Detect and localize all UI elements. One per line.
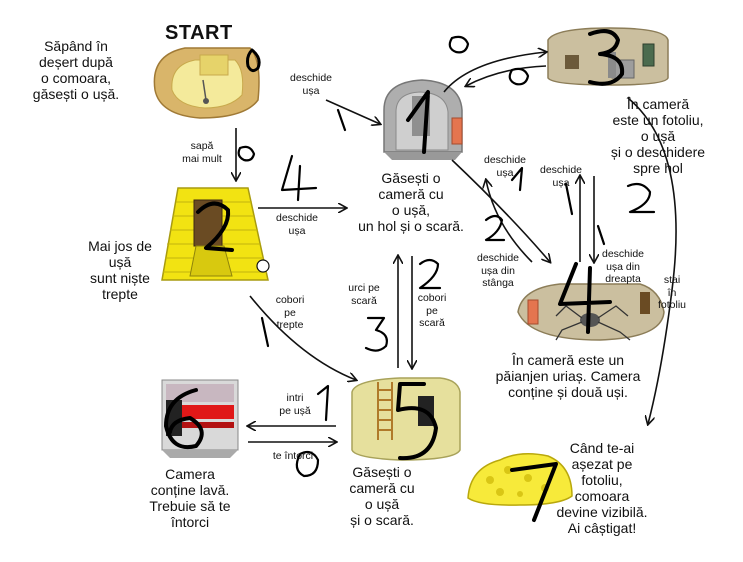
edge-num-2a (484, 214, 506, 242)
edge-label-open-door-r2: deschide ușa (539, 164, 583, 189)
edge-num-1a (336, 108, 347, 132)
edge-num-0d (295, 450, 320, 478)
room7-text: Când te-ai așezat pe fotoliu, comoara de… (556, 440, 648, 536)
edge-label-go-down-steps: cobori pe trepte (275, 294, 305, 331)
edge-num-0a (448, 35, 470, 54)
handwritten-numbers (164, 29, 625, 522)
hand-num-room3 (588, 29, 625, 86)
edge-label-go-up-stairs: urci pe scară (348, 282, 380, 307)
edge-num-1e (260, 316, 270, 348)
arrow-room2-to-room5 (249, 295, 356, 380)
edge-label-sit-chair: stai în fotoliu (657, 274, 687, 311)
hand-num-room1 (406, 90, 430, 154)
arrow-room3-to-room1 (466, 65, 547, 86)
hand-num-room2 (196, 201, 234, 252)
hand-num-room7 (510, 462, 558, 522)
room1-text: Găsești o cameră cu o ușă, un hol și o s… (358, 170, 464, 234)
edge-num-1b (510, 166, 524, 192)
edge-num-0b (508, 67, 530, 86)
hand-num-start (246, 48, 261, 73)
hand-num-room4 (558, 262, 612, 334)
edge-label-open-left-door: deschide ușa din stânga (476, 252, 520, 289)
edge-num-4 (280, 154, 318, 202)
edge-num-1d (596, 224, 606, 246)
room6-text: Camera conține lavă. Trebuie să te întor… (149, 466, 231, 530)
arrow-room3-to-room7 (627, 97, 677, 424)
room4-text: În cameră este un păianjen uriaș. Camera… (495, 352, 641, 400)
room5-illustration (351, 377, 461, 461)
edge-label-open-right-door: deschide ușa din dreapta (601, 248, 645, 285)
room6-illustration (161, 379, 239, 458)
arrow-room1-to-room4 (451, 159, 550, 262)
arrow-room1-to-room3 (443, 52, 546, 93)
edge-num-1f (316, 384, 330, 422)
edge-num-0c (237, 145, 256, 162)
hand-num-room5 (396, 382, 438, 461)
edge-num-1c (564, 182, 574, 216)
arrow-intro-to-room1 (325, 99, 380, 124)
intro-text: Săpând în deșert după o comoara, găsești… (32, 38, 120, 102)
start-pit-illustration (153, 47, 260, 119)
edge-label-enter-door: intri pe ușă (279, 392, 311, 417)
edge-handwritten-numbers (237, 35, 656, 478)
edge-label-dig-more: sapă mai mult (182, 140, 222, 165)
edge-label-go-down-stairs: cobori pe scară (417, 292, 447, 329)
edge-label-go-back: te întorci (272, 450, 314, 462)
room4-illustration (517, 283, 665, 341)
edge-label-open-door-mid: deschide ușa (275, 212, 319, 237)
edge-label-open-door-top: deschide ușa (289, 72, 333, 97)
room3-text: În cameră este un fotoliu, o ușă și o de… (610, 96, 706, 176)
room1-illustration (383, 79, 463, 160)
hand-num-room6 (164, 388, 204, 449)
start-label: START (165, 22, 233, 44)
arrow-room4-to-room1 (486, 180, 533, 263)
edge-num-3 (364, 316, 388, 352)
room5-text: Găsești o cameră cu o ușă și o scară. (349, 464, 415, 528)
room2-illustration (161, 187, 270, 281)
room2-text: Mai jos de ușă sunt niște trepte (88, 238, 152, 302)
edge-num-2b (626, 182, 656, 214)
edge-label-open-door-r1: deschide ușa (483, 154, 527, 179)
edge-num-2c (418, 258, 442, 290)
